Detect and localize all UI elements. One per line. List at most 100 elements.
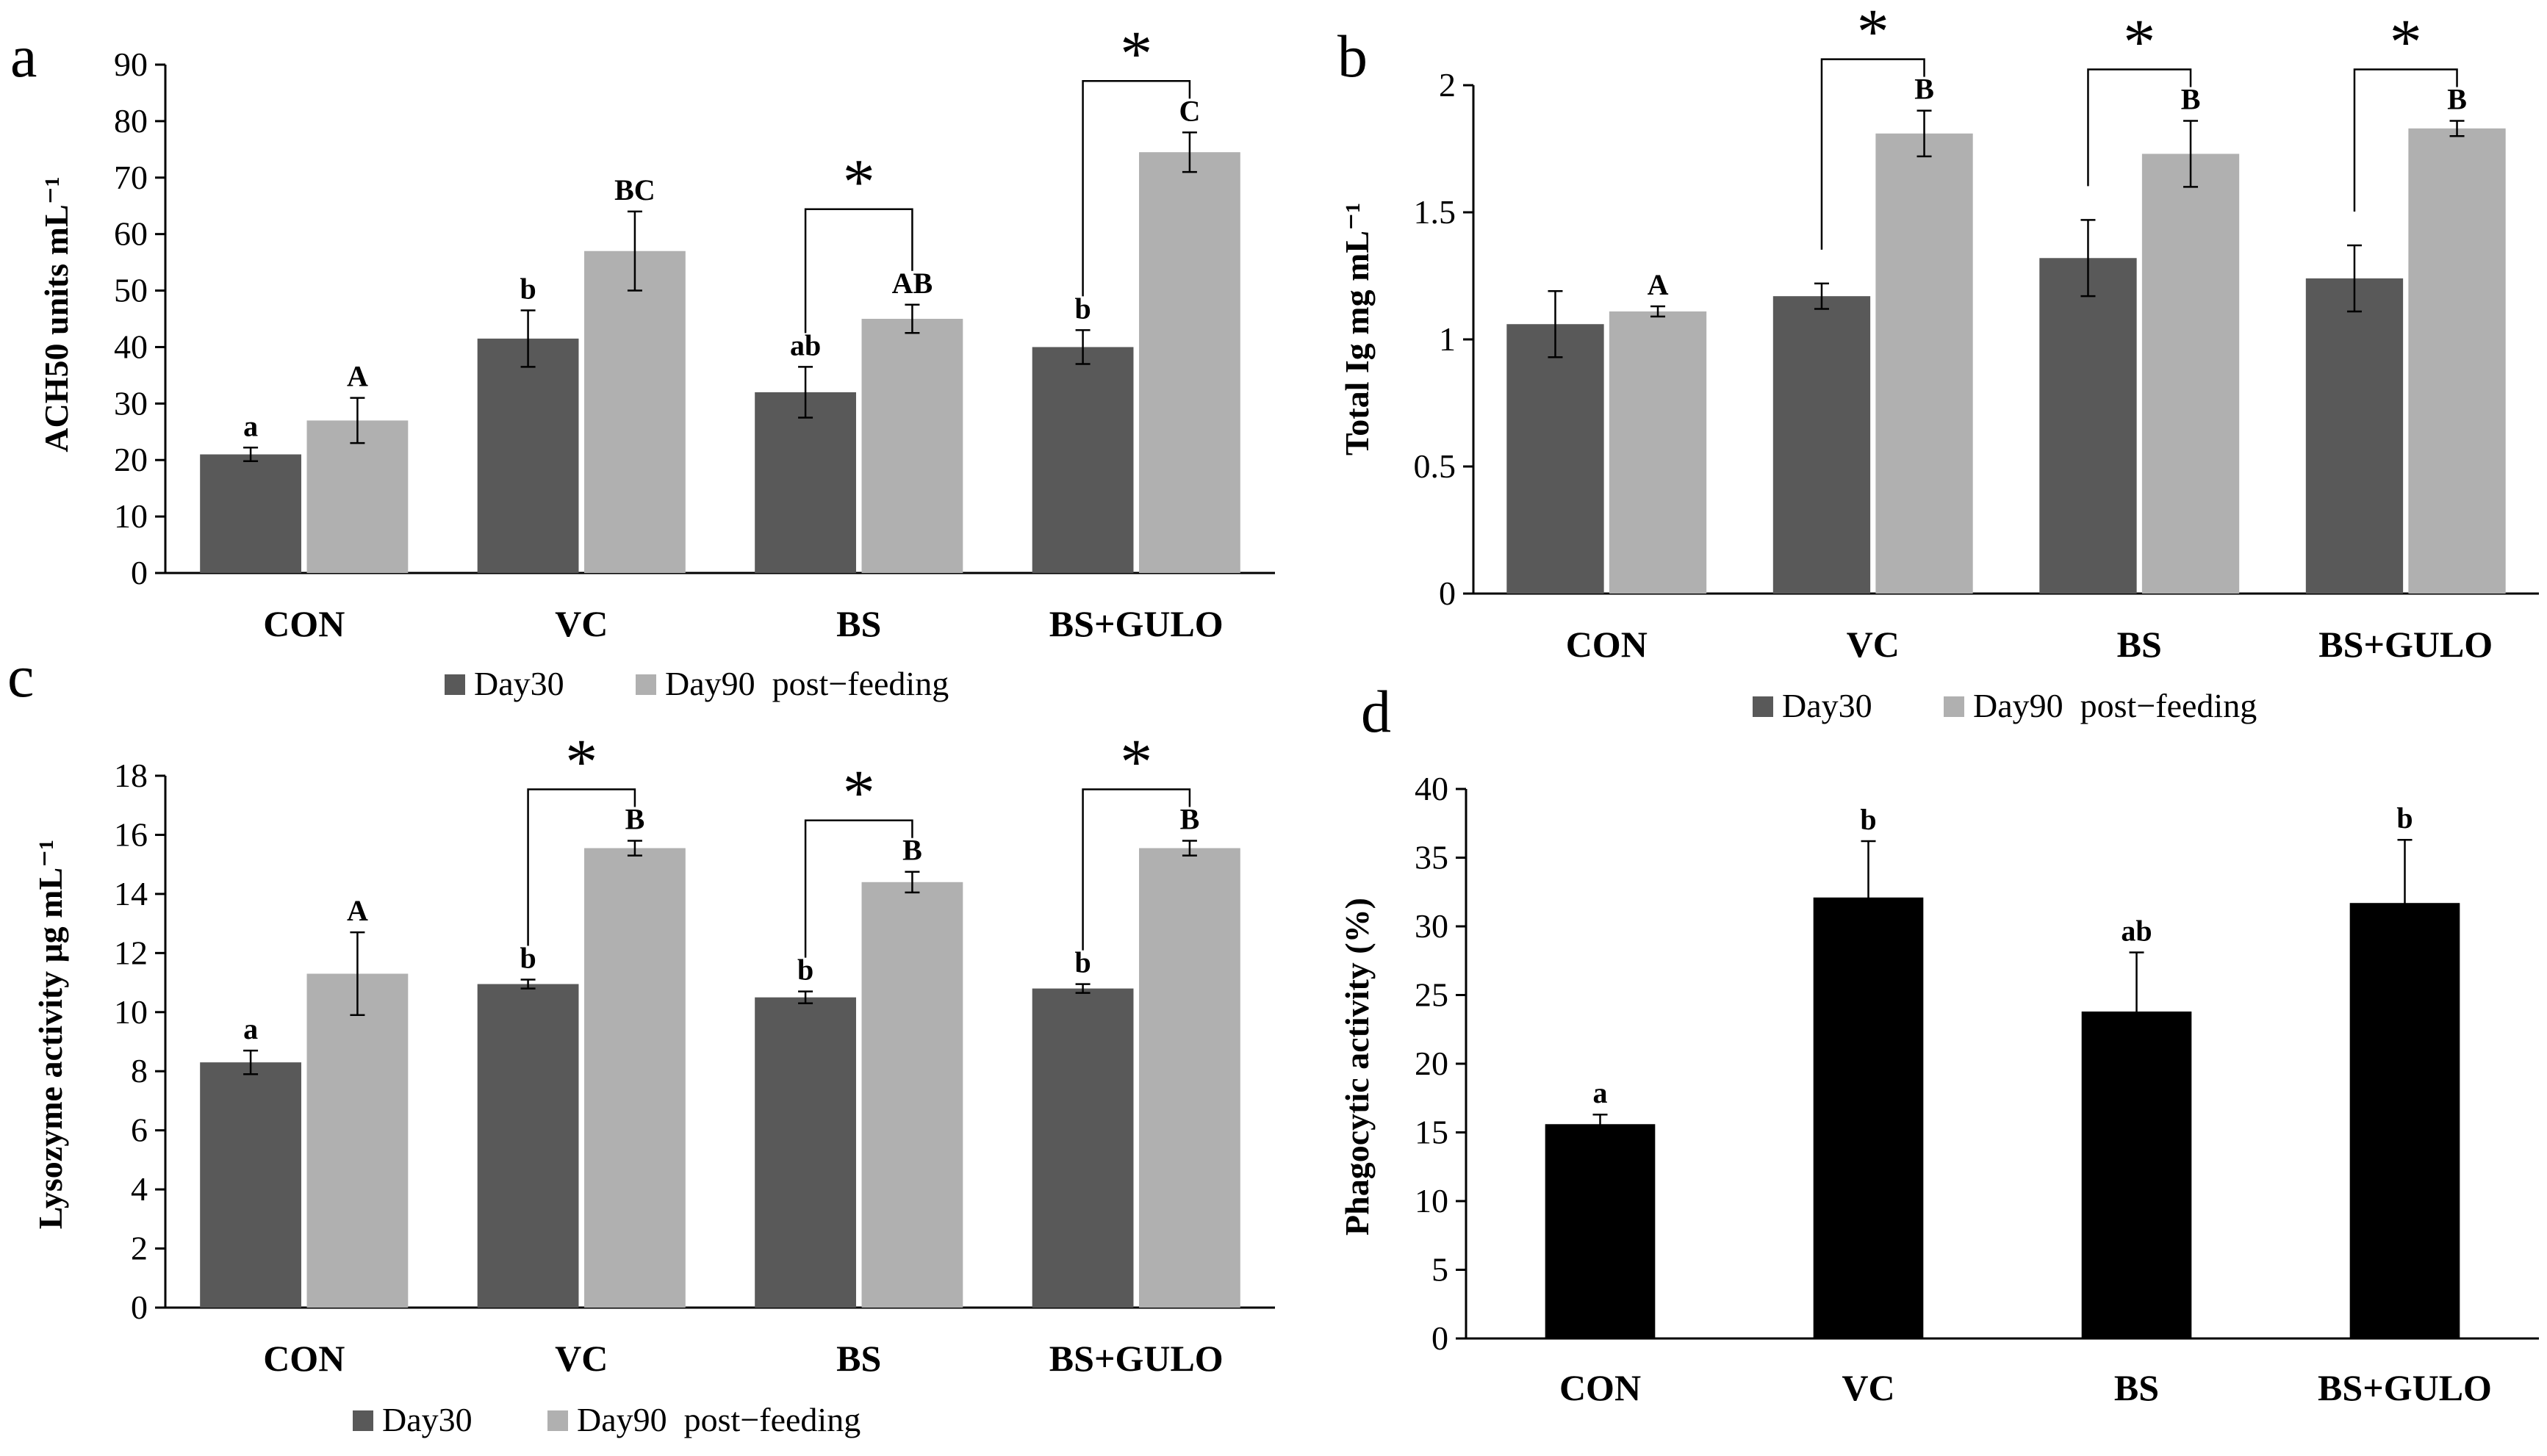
- panel-b-y-tick-label: 2: [1439, 66, 1456, 104]
- panel-b-bar-day30-con: [1506, 324, 1604, 594]
- panel-c-y-tick-label: 4: [131, 1170, 148, 1208]
- panel-d-y-tick-label: 5: [1431, 1251, 1448, 1289]
- legend-swatch-day30: [1753, 696, 1773, 717]
- panel-b-letter: b: [1337, 23, 1368, 90]
- panel-c-significance-star: *: [1120, 727, 1152, 798]
- panel-a-bar-day90-vc: [584, 251, 686, 573]
- legend-swatch-day30: [353, 1410, 373, 1431]
- panel-c-significance-letter: a: [243, 1012, 258, 1045]
- panel-c-significance-letter: B: [625, 802, 645, 835]
- panel-b-bar-day90-con: [1609, 311, 1707, 594]
- panel-c-significance-letter: B: [1180, 802, 1200, 835]
- panel-a-significance-letter: A: [347, 360, 368, 393]
- panel-b-significance-letter: B: [2447, 82, 2467, 115]
- panel-a-y-tick-label: 10: [114, 497, 148, 535]
- panel-d-bar-value-con: [1545, 1124, 1656, 1338]
- panel-c-legend: Day30 Day90 post−feeding: [353, 1401, 861, 1438]
- legend-swatch-day90: [547, 1410, 568, 1431]
- panel-a-bar-day90-con: [306, 420, 409, 573]
- panel-b-significance-star: *: [2123, 7, 2155, 78]
- legend-swatch-day90: [1944, 696, 1964, 717]
- panel-b-significance-star: *: [1857, 0, 1889, 68]
- panel-d-y-tick-label: 10: [1415, 1182, 1448, 1219]
- panel-c-y-tick-label: 16: [114, 815, 148, 853]
- panel-a-significance-letter: b: [520, 272, 536, 305]
- panel-b-x-tick-label: BS+GULO: [2318, 624, 2493, 665]
- panel-a-significance-letter: a: [243, 409, 258, 442]
- panel-d-y-tick-label: 40: [1415, 770, 1448, 807]
- panel-b-bar-day90-bs: [2141, 154, 2240, 594]
- panel-d-bar-value-bs-gulo: [2349, 903, 2460, 1338]
- panel-a-significance-letter: AB: [892, 267, 933, 300]
- legend-label-day90: Day90 post−feeding: [1973, 687, 2257, 724]
- panel-b-significance-bracket: [1820, 58, 1925, 250]
- panel-c-significance-bracket: [1082, 788, 1191, 951]
- panel-a-x-tick-label: VC: [555, 603, 608, 644]
- legend-label-day30: Day30: [474, 665, 564, 702]
- panel-d-letter: d: [1361, 678, 1391, 745]
- panel-a-y-tick-label: 40: [114, 328, 148, 365]
- panel-c-y-tick-label: 12: [114, 934, 148, 971]
- panel-a-y-tick-label: 80: [114, 102, 148, 140]
- legend-label-day90: Day90 post−feeding: [577, 1401, 861, 1438]
- panel-c-bar-day30-bs: [755, 997, 856, 1308]
- panel-c-y-tick-label: 18: [114, 757, 148, 794]
- panel-a-significance-bracket: [1082, 80, 1191, 297]
- panel-a-significance-letter: BC: [614, 173, 655, 206]
- panel-b-y-tick-label: 0.5: [1414, 447, 1456, 485]
- panel-d-significance-letter: a: [1593, 1076, 1608, 1109]
- panel-c-x-tick-label: BS: [836, 1338, 881, 1379]
- panel-b-legend: Day30 Day90 post−feeding: [1753, 687, 2257, 724]
- panel-b-y-tick-label: 1: [1439, 320, 1456, 358]
- panel-a: a 0 10 20 30 40 50 60 70 80 90 a A CON b BC VC ab AB BS b C B…: [10, 18, 1275, 702]
- panel-c-y-tick-label: 8: [131, 1052, 148, 1089]
- panel-a-bar-day30-con: [200, 454, 301, 573]
- panel-b-bar-day90-vc: [1875, 133, 1973, 594]
- panel-b-significance-letter: B: [1914, 73, 1934, 106]
- panel-c-bar-day90-bs-gulo: [1139, 848, 1240, 1308]
- panel-c-bar-day30-con: [200, 1062, 301, 1308]
- panel-a-significance-star: *: [843, 147, 875, 218]
- panel-a-significance-star: *: [1120, 18, 1152, 90]
- panel-c-bar-day30-bs-gulo: [1032, 988, 1134, 1308]
- panel-a-x-tick-label: BS+GULO: [1049, 603, 1224, 644]
- panel-b-y-axis-label: Total Ig mg mL⁻¹: [1338, 203, 1376, 455]
- panel-b-bar-day30-vc: [1772, 296, 1871, 594]
- panel-c: c 0 2 4 6 8 10 12 14 16 18 a A CON b B VC b B BS b B BS+GULO *…: [7, 643, 1275, 1438]
- panel-c-x-tick-label: VC: [555, 1338, 608, 1379]
- panel-b-significance-letter: B: [2181, 82, 2201, 115]
- panel-a-y-tick-label: 70: [114, 159, 148, 196]
- panel-c-y-tick-label: 10: [114, 993, 148, 1031]
- panel-d-x-tick-label: VC: [1842, 1367, 1894, 1408]
- panel-d-significance-letter: b: [1860, 803, 1876, 836]
- panel-c-y-tick-label: 6: [131, 1111, 148, 1149]
- panel-a-bar-day90-bs-gulo: [1139, 152, 1240, 573]
- legend-swatch-day30: [445, 674, 465, 695]
- panel-b-y-tick-label: 1.5: [1414, 193, 1456, 231]
- legend-label-day30: Day30: [1782, 687, 1872, 724]
- panel-a-bar-day30-bs: [755, 392, 856, 573]
- panel-d-bar-value-vc: [1813, 897, 1924, 1338]
- panel-c-x-tick-label: CON: [263, 1338, 345, 1379]
- panel-c-bar-day90-con: [306, 973, 409, 1308]
- panel-d-y-tick-label: 0: [1431, 1319, 1448, 1357]
- legend-label-day30: Day30: [382, 1401, 473, 1438]
- panel-d-x-tick-label: BS+GULO: [2318, 1367, 2492, 1408]
- panel-c-significance-bracket: [804, 819, 913, 958]
- panel-b-bar-day30-bs: [2039, 258, 2137, 594]
- panel-b-y-tick-label: 0: [1439, 574, 1456, 612]
- panel-c-significance-letter: b: [520, 942, 536, 975]
- panel-c-x-tick-label: BS+GULO: [1049, 1338, 1224, 1379]
- legend-swatch-day90: [636, 674, 656, 695]
- panel-d-significance-letter: ab: [2121, 915, 2152, 948]
- panel-c-y-tick-label: 14: [114, 875, 148, 912]
- panel-d-y-tick-label: 30: [1415, 907, 1448, 945]
- panel-a-y-tick-label: 60: [114, 215, 148, 253]
- panel-d-y-tick-label: 15: [1415, 1114, 1448, 1151]
- panel-c-y-tick-label: 2: [131, 1230, 148, 1267]
- panel-c-significance-letter: b: [797, 954, 813, 987]
- panel-b-significance-bracket: [2353, 68, 2458, 212]
- panel-d-y-axis-label: Phagocytic activity (%): [1338, 898, 1376, 1236]
- panel-b-x-tick-label: BS: [2117, 624, 2162, 665]
